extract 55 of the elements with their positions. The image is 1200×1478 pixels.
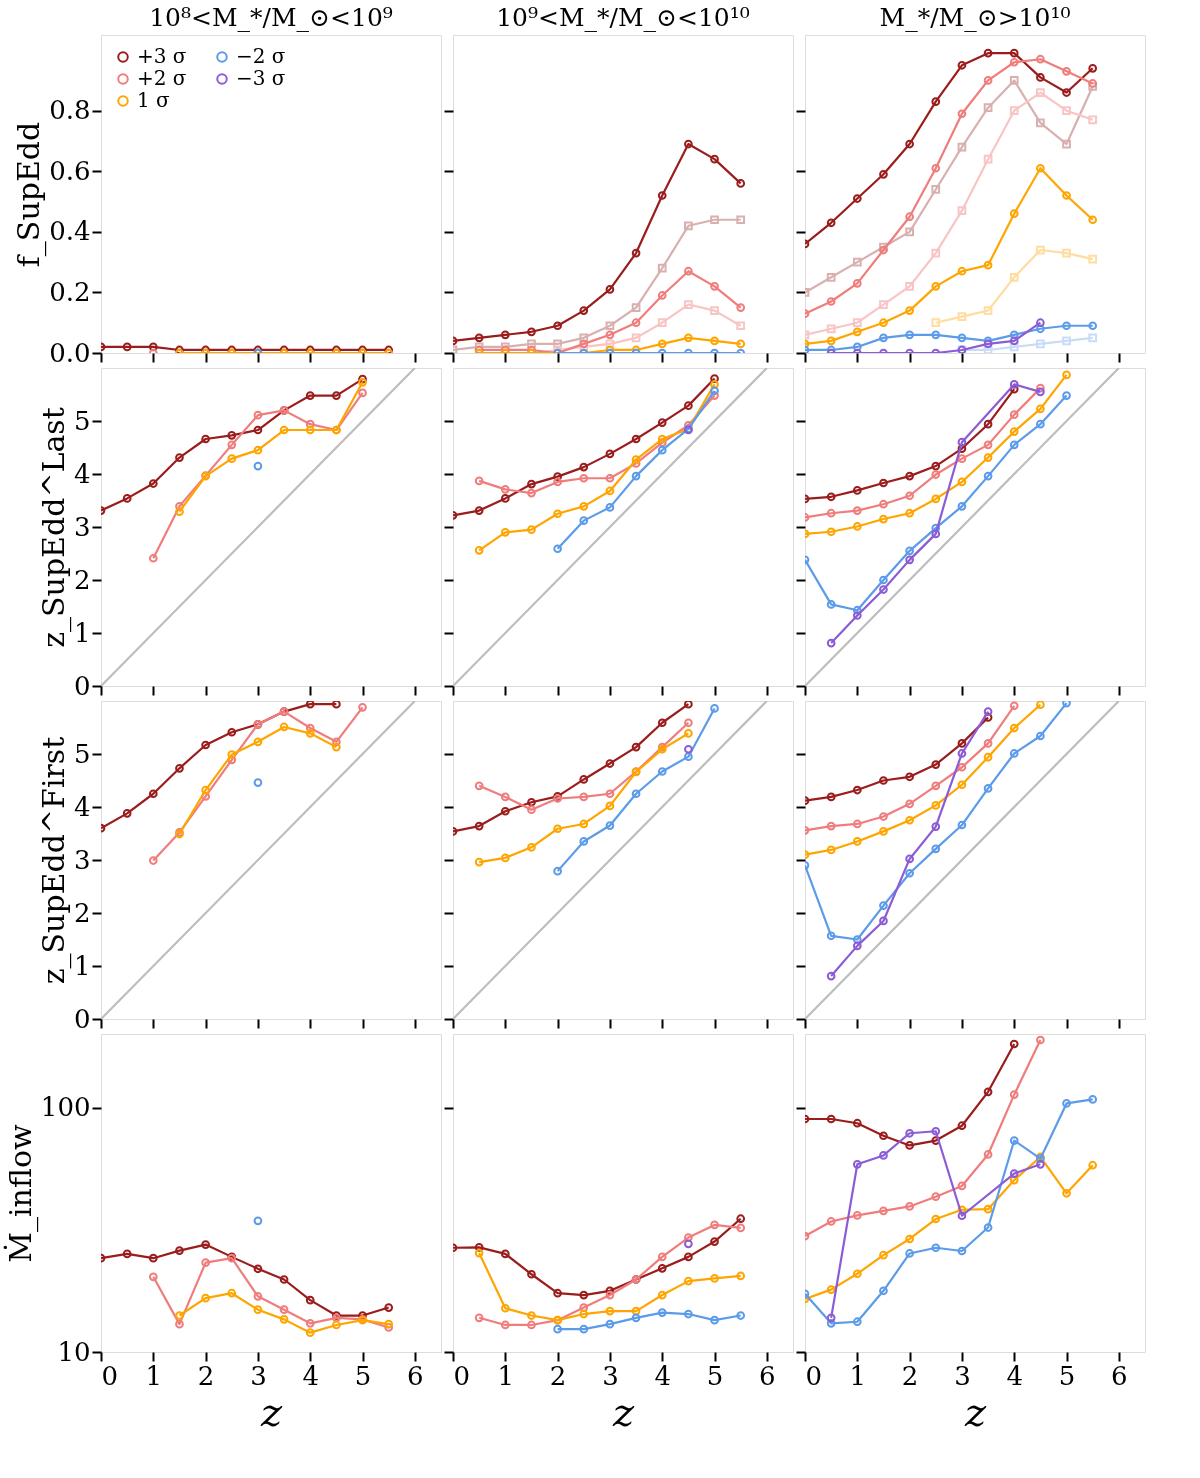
y-tick-label: 0 [73,1003,91,1034]
y-tick-label: 10 [57,1336,91,1367]
x-tick-label: 0 [805,1360,823,1391]
x-tick-label: 0 [453,1360,471,1391]
x-tick-label: 4 [1006,1360,1023,1391]
y-tick-label: 0.8 [49,95,91,126]
y-tick-label: 2 [73,897,91,928]
x-tick-label: 4 [302,1360,319,1391]
y-tick-label: 0 [73,670,91,701]
x-tick-label: 3 [250,1360,267,1391]
y-axis-title: Ṁ_inflow [2,1123,39,1263]
x-tick-label: 1 [497,1360,515,1391]
y-tick-label: 0.4 [49,216,91,247]
y-axis-title: f_SupEdd [11,121,48,268]
legend-label: −2 σ [236,44,286,68]
x-tick-label: 5 [706,1360,724,1391]
y-tick-label: 0.6 [49,155,91,186]
y-tick-label: 4 [73,458,91,489]
legend-label: +2 σ [137,66,187,90]
y-tick-label: 4 [73,791,91,822]
x-tick-label: 3 [602,1360,619,1391]
x-tick-label: 3 [954,1360,971,1391]
y-tick-label: 2 [73,564,91,595]
x-axis-title: z [259,1388,283,1435]
chart-title: 10⁸<M_*/M_⊙<10⁹ [149,3,393,32]
x-tick-label: 5 [354,1360,372,1391]
x-tick-label: 6 [407,1360,424,1391]
y-tick-label: 0.0 [49,337,91,368]
y-axis-title: z_SupEdd^First [35,736,72,985]
x-tick-label: 2 [549,1360,567,1391]
x-tick-label: 6 [1111,1360,1128,1391]
legend-label: −3 σ [236,66,286,90]
y-tick-label: 0.2 [49,276,91,307]
chart-title: 10⁹<M_*/M_⊙<10¹⁰ [496,3,750,32]
x-tick-label: 4 [654,1360,671,1391]
x-axis-title: z [611,1388,635,1435]
x-tick-label: 5 [1058,1360,1076,1391]
y-tick-label: 5 [73,738,91,769]
x-axis-title: z [963,1388,987,1435]
chart-title: M_*/M_⊙>10¹⁰ [879,3,1071,32]
y-tick-label: 5 [73,405,91,436]
legend-label: +3 σ [137,44,187,68]
x-tick-label: 6 [759,1360,776,1391]
legend-label: 1 σ [137,88,171,112]
x-tick-label: 1 [145,1360,163,1391]
y-tick-label: 100 [40,1092,91,1123]
x-tick-label: 2 [197,1360,215,1391]
y-tick-label: 1 [73,950,91,981]
x-tick-label: 1 [849,1360,867,1391]
x-tick-label: 2 [901,1360,919,1391]
y-tick-label: 3 [73,844,91,875]
y-tick-label: 1 [73,617,91,648]
y-axis-title: z_SupEdd^Last [35,407,72,648]
y-tick-label: 3 [73,511,91,542]
x-tick-label: 0 [101,1360,119,1391]
